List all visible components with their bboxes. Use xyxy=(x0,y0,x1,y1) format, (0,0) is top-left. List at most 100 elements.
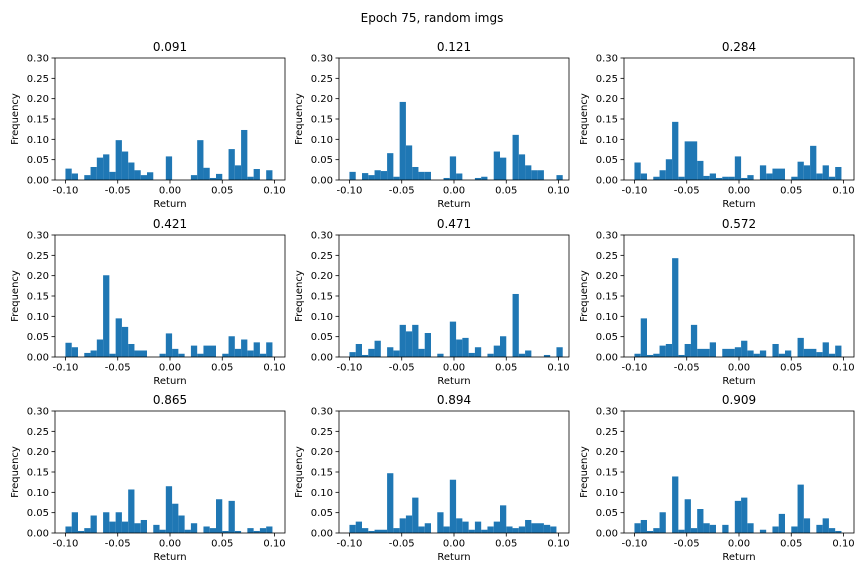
histogram-bar xyxy=(96,339,104,357)
histogram-bar xyxy=(550,526,557,533)
histogram-bar xyxy=(672,258,679,357)
histogram-bar xyxy=(525,350,532,357)
histogram-bar xyxy=(165,486,173,533)
y-tick-label: 0.00 xyxy=(27,176,49,187)
y-tick-label: 0.30 xyxy=(27,231,49,242)
histogram-bar xyxy=(828,353,836,357)
histogram-bar xyxy=(672,476,679,533)
histogram-bar xyxy=(512,134,519,180)
x-tick-label: -0.10 xyxy=(53,186,79,197)
y-axis-label: Frequency xyxy=(579,270,590,322)
y-tick-label: 0.25 xyxy=(596,251,618,262)
x-tick-label: 0.05 xyxy=(495,539,517,550)
histogram-bar xyxy=(216,499,223,533)
y-tick-label: 0.10 xyxy=(311,312,333,323)
y-tick-label: 0.05 xyxy=(311,508,333,519)
panel-title: 0.091 xyxy=(153,40,187,54)
x-tick-label: 0.00 xyxy=(159,363,181,374)
x-axis-label: Return xyxy=(153,552,186,563)
histogram-bar xyxy=(525,519,532,533)
histogram-bar xyxy=(159,529,166,533)
y-tick-label: 0.15 xyxy=(311,115,333,126)
y-tick-label: 0.05 xyxy=(27,508,49,519)
histogram-bar xyxy=(772,343,779,357)
histogram-bar xyxy=(468,529,475,533)
histogram-bar xyxy=(487,526,494,533)
x-tick-label: -0.05 xyxy=(105,363,131,374)
y-tick-label: 0.20 xyxy=(27,447,49,458)
histogram-bar xyxy=(665,159,673,180)
histogram-bar xyxy=(109,521,116,533)
x-tick-label: -0.05 xyxy=(105,186,131,197)
histogram-bar xyxy=(128,162,135,180)
x-axis-label: Return xyxy=(153,199,186,210)
x-axis-label: Return xyxy=(437,199,470,210)
histogram-bar xyxy=(500,336,507,357)
histogram-bar xyxy=(222,530,229,533)
x-tick-label: 0.10 xyxy=(547,363,569,374)
histogram-bar xyxy=(399,101,406,180)
x-tick-label: 0.05 xyxy=(211,363,233,374)
histogram-bar xyxy=(816,173,823,180)
x-tick-label: 0.05 xyxy=(211,539,233,550)
histogram-bar xyxy=(816,524,823,533)
histogram-bar xyxy=(449,479,457,533)
histogram-bar xyxy=(690,528,698,533)
x-tick-label: 0.00 xyxy=(728,186,750,197)
y-tick-label: 0.20 xyxy=(311,271,333,282)
histogram-bar xyxy=(90,166,97,180)
x-tick-label: 0.10 xyxy=(263,539,285,550)
histogram-bar xyxy=(766,173,773,180)
histogram-bar xyxy=(399,518,406,533)
x-tick-label: -0.05 xyxy=(674,363,700,374)
histogram-panel: -0.10 -0.05 0.00 0.05 0.10 0.00 0.05 0.10 0.15 0.… xyxy=(294,393,570,563)
histogram-bar xyxy=(500,505,507,533)
histogram-bar xyxy=(241,129,248,180)
histogram-bar xyxy=(449,321,457,357)
histogram-bar xyxy=(424,333,431,357)
histogram-bar xyxy=(84,528,91,533)
plot-frame xyxy=(623,234,855,358)
histogram-bar xyxy=(697,160,704,180)
panel-title: 0.284 xyxy=(722,40,756,54)
histogram-bar xyxy=(234,165,242,180)
histogram-bar xyxy=(716,177,723,180)
histogram-bar xyxy=(65,342,72,357)
histogram-bar xyxy=(172,348,179,357)
histogram-bar xyxy=(791,526,798,533)
histogram-bar xyxy=(678,176,685,180)
histogram-bar xyxy=(462,521,469,533)
x-tick-label: 0.00 xyxy=(443,363,465,374)
panel-title: 0.471 xyxy=(437,217,471,231)
histogram-bar xyxy=(791,176,798,180)
x-tick-label: -0.10 xyxy=(622,186,648,197)
y-tick-label: 0.15 xyxy=(27,468,49,479)
histogram-bar xyxy=(493,345,500,357)
histogram-bar xyxy=(493,521,500,533)
histogram-bar xyxy=(803,348,817,357)
histogram-bar xyxy=(399,324,406,357)
y-axis-label: Frequency xyxy=(579,93,590,145)
histogram-bar xyxy=(355,343,362,357)
y-axis-label: Frequency xyxy=(10,446,21,498)
y-tick-label: 0.10 xyxy=(311,488,333,499)
histogram-bar xyxy=(512,528,519,533)
x-tick-label: 0.00 xyxy=(728,363,750,374)
histogram-bar xyxy=(518,526,526,533)
x-tick-label: -0.10 xyxy=(622,539,648,550)
histogram-bar xyxy=(640,173,647,180)
histogram-bar xyxy=(134,523,141,533)
y-tick-label: 0.10 xyxy=(596,488,618,499)
histogram-bar xyxy=(121,151,129,180)
histogram-bar xyxy=(165,333,173,357)
histogram-bar xyxy=(697,348,710,357)
y-tick-label: 0.05 xyxy=(311,155,333,166)
histogram-bar xyxy=(703,175,710,180)
histogram-bar xyxy=(134,350,147,357)
histogram-bar xyxy=(134,170,141,180)
histogram-bar xyxy=(349,352,356,357)
histogram-bar xyxy=(759,529,767,533)
histogram-bar xyxy=(468,352,475,357)
x-tick-label: -0.10 xyxy=(622,363,648,374)
x-tick-label: 0.00 xyxy=(443,186,465,197)
